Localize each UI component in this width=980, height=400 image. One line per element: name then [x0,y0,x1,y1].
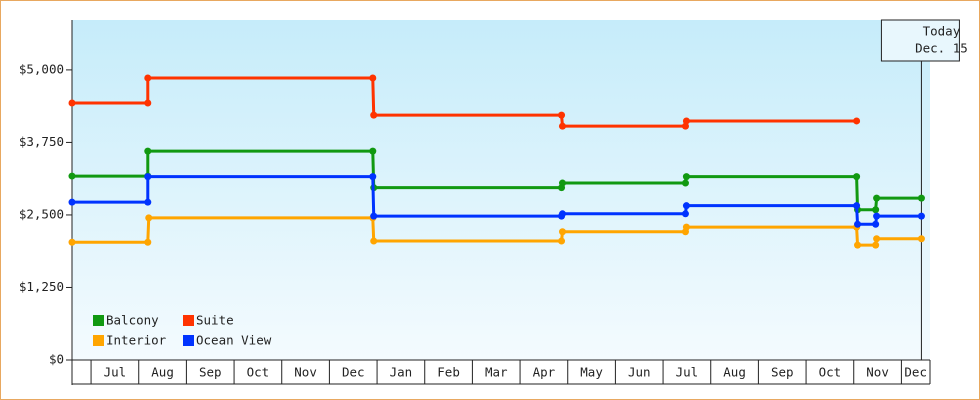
point [144,238,152,246]
x-tick-label: Aug [723,365,746,380]
legend-swatch [93,335,104,346]
point [681,179,689,187]
point [853,117,861,125]
point [872,220,880,228]
x-tick-label: Dec [342,365,365,380]
x-tick-label: Jan [390,365,413,380]
point [370,111,378,119]
x-tick-label: Sep [199,365,222,380]
point [68,238,76,246]
x-tick-label: Nov [294,365,317,380]
point [872,206,880,214]
legend-swatch [93,315,104,326]
point [853,173,861,181]
point [917,235,925,243]
x-tick-label: Jul [104,365,127,380]
point [873,194,881,202]
point [558,179,566,187]
point [854,220,862,228]
x-tick-label: Aug [151,365,174,380]
x-tick-label: Nov [866,365,889,380]
y-tick-label: $2,500 [19,206,64,221]
x-tick-label: Jul [676,365,699,380]
point [144,74,152,82]
point [558,210,566,218]
point [369,147,377,155]
today-label: Today [923,24,961,39]
point [917,194,925,202]
point [370,212,378,220]
point [682,202,690,210]
point [144,198,152,206]
point [558,237,566,245]
x-tick-label: Apr [533,365,556,380]
plot-area [72,20,930,360]
x-tick-label: Oct [819,365,842,380]
x-tick-label: Dec [904,365,927,380]
point [682,117,690,125]
y-tick-label: $1,250 [19,279,64,294]
point [68,198,76,206]
point [369,173,377,181]
point [68,99,76,107]
point [558,111,566,119]
point [144,173,152,181]
point [558,228,566,236]
legend-swatch [183,335,194,346]
legend-swatch [183,315,194,326]
point [144,147,152,155]
point [682,173,690,181]
legend-label: Ocean View [196,333,272,348]
y-tick-label: $0 [49,352,64,367]
x-tick-label: Jun [628,365,651,380]
x-tick-label: Feb [437,365,460,380]
point [370,237,378,245]
legend-label: Interior [106,333,167,348]
today-label: Dec. 15 [915,41,968,56]
x-tick-label: Mar [485,365,508,380]
y-tick-label: $3,750 [19,134,64,149]
point [681,122,689,130]
legend-label: Balcony [106,313,159,328]
point [68,172,76,180]
point [682,223,690,231]
x-tick-label: May [580,365,603,380]
today-box [880,19,960,62]
point [872,241,880,249]
point [854,241,862,249]
point [873,235,881,243]
x-tick-label: Sep [771,365,794,380]
point [369,74,377,82]
x-tick-label: Oct [247,365,270,380]
point [873,212,881,220]
point [144,99,152,107]
point [145,214,153,222]
point [853,202,861,210]
y-tick-label: $5,000 [19,61,64,76]
point [681,210,689,218]
legend-label: Suite [196,313,234,328]
point [558,122,566,130]
point [917,212,925,220]
